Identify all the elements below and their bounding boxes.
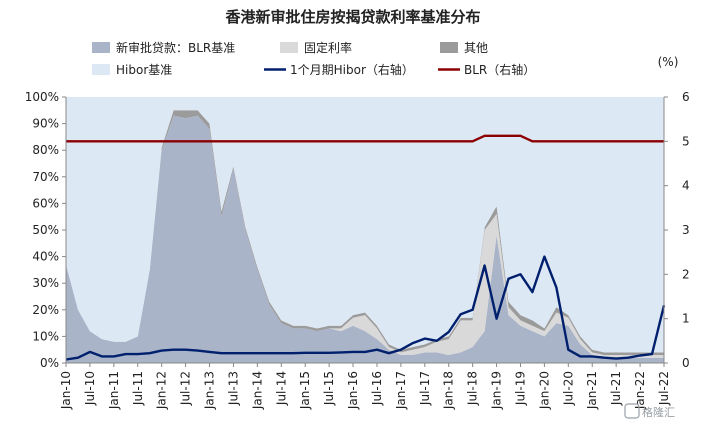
- legend-label: 新审批贷款：BLR基准: [116, 40, 235, 55]
- x-tick-label: Jan-22: [633, 371, 647, 410]
- line-series-0: [65, 255, 666, 361]
- legend-swatch: [280, 42, 298, 53]
- y-left-tick-label: 90%: [32, 117, 59, 131]
- y-left-tick-label: 30%: [32, 276, 59, 290]
- y-left-tick-label: 70%: [32, 170, 59, 184]
- area-series-0: [66, 115, 664, 363]
- y-right-tick-label: 4: [682, 179, 690, 193]
- watermark-text: 格隆汇: [642, 405, 675, 419]
- y-left-tick-label: 80%: [32, 143, 59, 157]
- x-tick-label: Jan-17: [394, 371, 408, 410]
- legend-label: 固定利率: [304, 40, 352, 55]
- x-tick-label: Jul-12: [179, 371, 193, 406]
- x-tick-label: Jul-18: [466, 371, 480, 406]
- y-left-tick-label: 100%: [25, 90, 59, 104]
- area-series-3: [66, 97, 664, 353]
- y-left-tick-label: 60%: [32, 196, 59, 210]
- x-tick-label: Jan-12: [155, 371, 169, 410]
- x-tick-label: Jan-20: [537, 371, 551, 410]
- line-series-1: [66, 134, 664, 143]
- y-right-tick-label: 1: [682, 312, 690, 326]
- y-left-tick-label: 50%: [32, 223, 59, 237]
- x-tick-label: Jul-10: [83, 371, 97, 406]
- x-tick-label: Jan-13: [203, 371, 217, 410]
- x-tick-label: Jul-16: [370, 371, 384, 406]
- x-tick-label: Jul-13: [226, 371, 240, 406]
- y-axis-right: 0 1 2 3 4 5 6: [664, 90, 690, 370]
- legend-swatch: [92, 64, 110, 75]
- watermark-logo-icon: [624, 403, 640, 419]
- line-series: [65, 134, 666, 361]
- y-right-tick-label: 6: [682, 90, 690, 104]
- x-tick-label: Jul-11: [131, 371, 145, 406]
- x-tick-label: Jul-19: [513, 371, 527, 406]
- x-tick-label: Jul-15: [322, 371, 336, 406]
- y-left-tick-label: 40%: [32, 250, 59, 264]
- x-tick-label: Jul-17: [418, 371, 432, 406]
- area-series-2: [66, 110, 664, 355]
- watermark: 格隆汇: [624, 403, 675, 419]
- legend: 新审批贷款：BLR基准 固定利率 其他 Hibor基准 1个月期Hibor（右轴） BLR…: [92, 40, 535, 77]
- x-tick-label: Jan-19: [490, 371, 504, 410]
- x-tick-label: Jul-21: [609, 371, 623, 406]
- y-left-tick-label: 20%: [32, 303, 59, 317]
- area-series: [66, 97, 664, 363]
- y-axis-left: 0% 10% 20% 30% 40% 50% 60% 70% 80% 90% 100%: [25, 90, 66, 370]
- chart-title: 香港新审批住房按揭贷款利率基准分布: [225, 8, 480, 26]
- y-right-tick-label: 0: [682, 356, 690, 370]
- y-left-tick-label: 0%: [40, 356, 59, 370]
- y-left-tick-label: 10%: [32, 329, 59, 343]
- y-right-tick-label: 3: [682, 223, 690, 237]
- y-right-tick-label: 5: [682, 134, 690, 148]
- x-tick-label: Jan-18: [442, 371, 456, 410]
- x-tick-label: Jul-14: [274, 371, 288, 406]
- x-tick-label: Jan-15: [298, 371, 312, 410]
- x-tick-label: Jul-22: [657, 371, 671, 406]
- legend-swatch: [92, 42, 110, 53]
- legend-label: BLR（右轴）: [464, 62, 535, 77]
- y-right-tick-label: 2: [682, 267, 690, 281]
- x-tick-label: Jan-21: [585, 371, 599, 410]
- right-axis-unit: (%): [658, 55, 679, 69]
- x-axis: Jan-10 Jul-10 Jan-11 Jul-11 Jan-12 Jul-12 Jan-…: [59, 363, 671, 410]
- x-tick-label: Jul-20: [561, 371, 575, 406]
- legend-swatch: [440, 42, 458, 53]
- x-tick-label: Jan-11: [107, 371, 121, 410]
- x-tick-label: Jan-10: [59, 371, 73, 410]
- x-tick-label: Jan-14: [250, 371, 264, 410]
- legend-label: 其他: [464, 41, 488, 55]
- legend-label: Hibor基准: [116, 63, 172, 77]
- legend-label: 1个月期Hibor（右轴）: [290, 62, 414, 77]
- x-tick-label: Jan-16: [346, 371, 360, 410]
